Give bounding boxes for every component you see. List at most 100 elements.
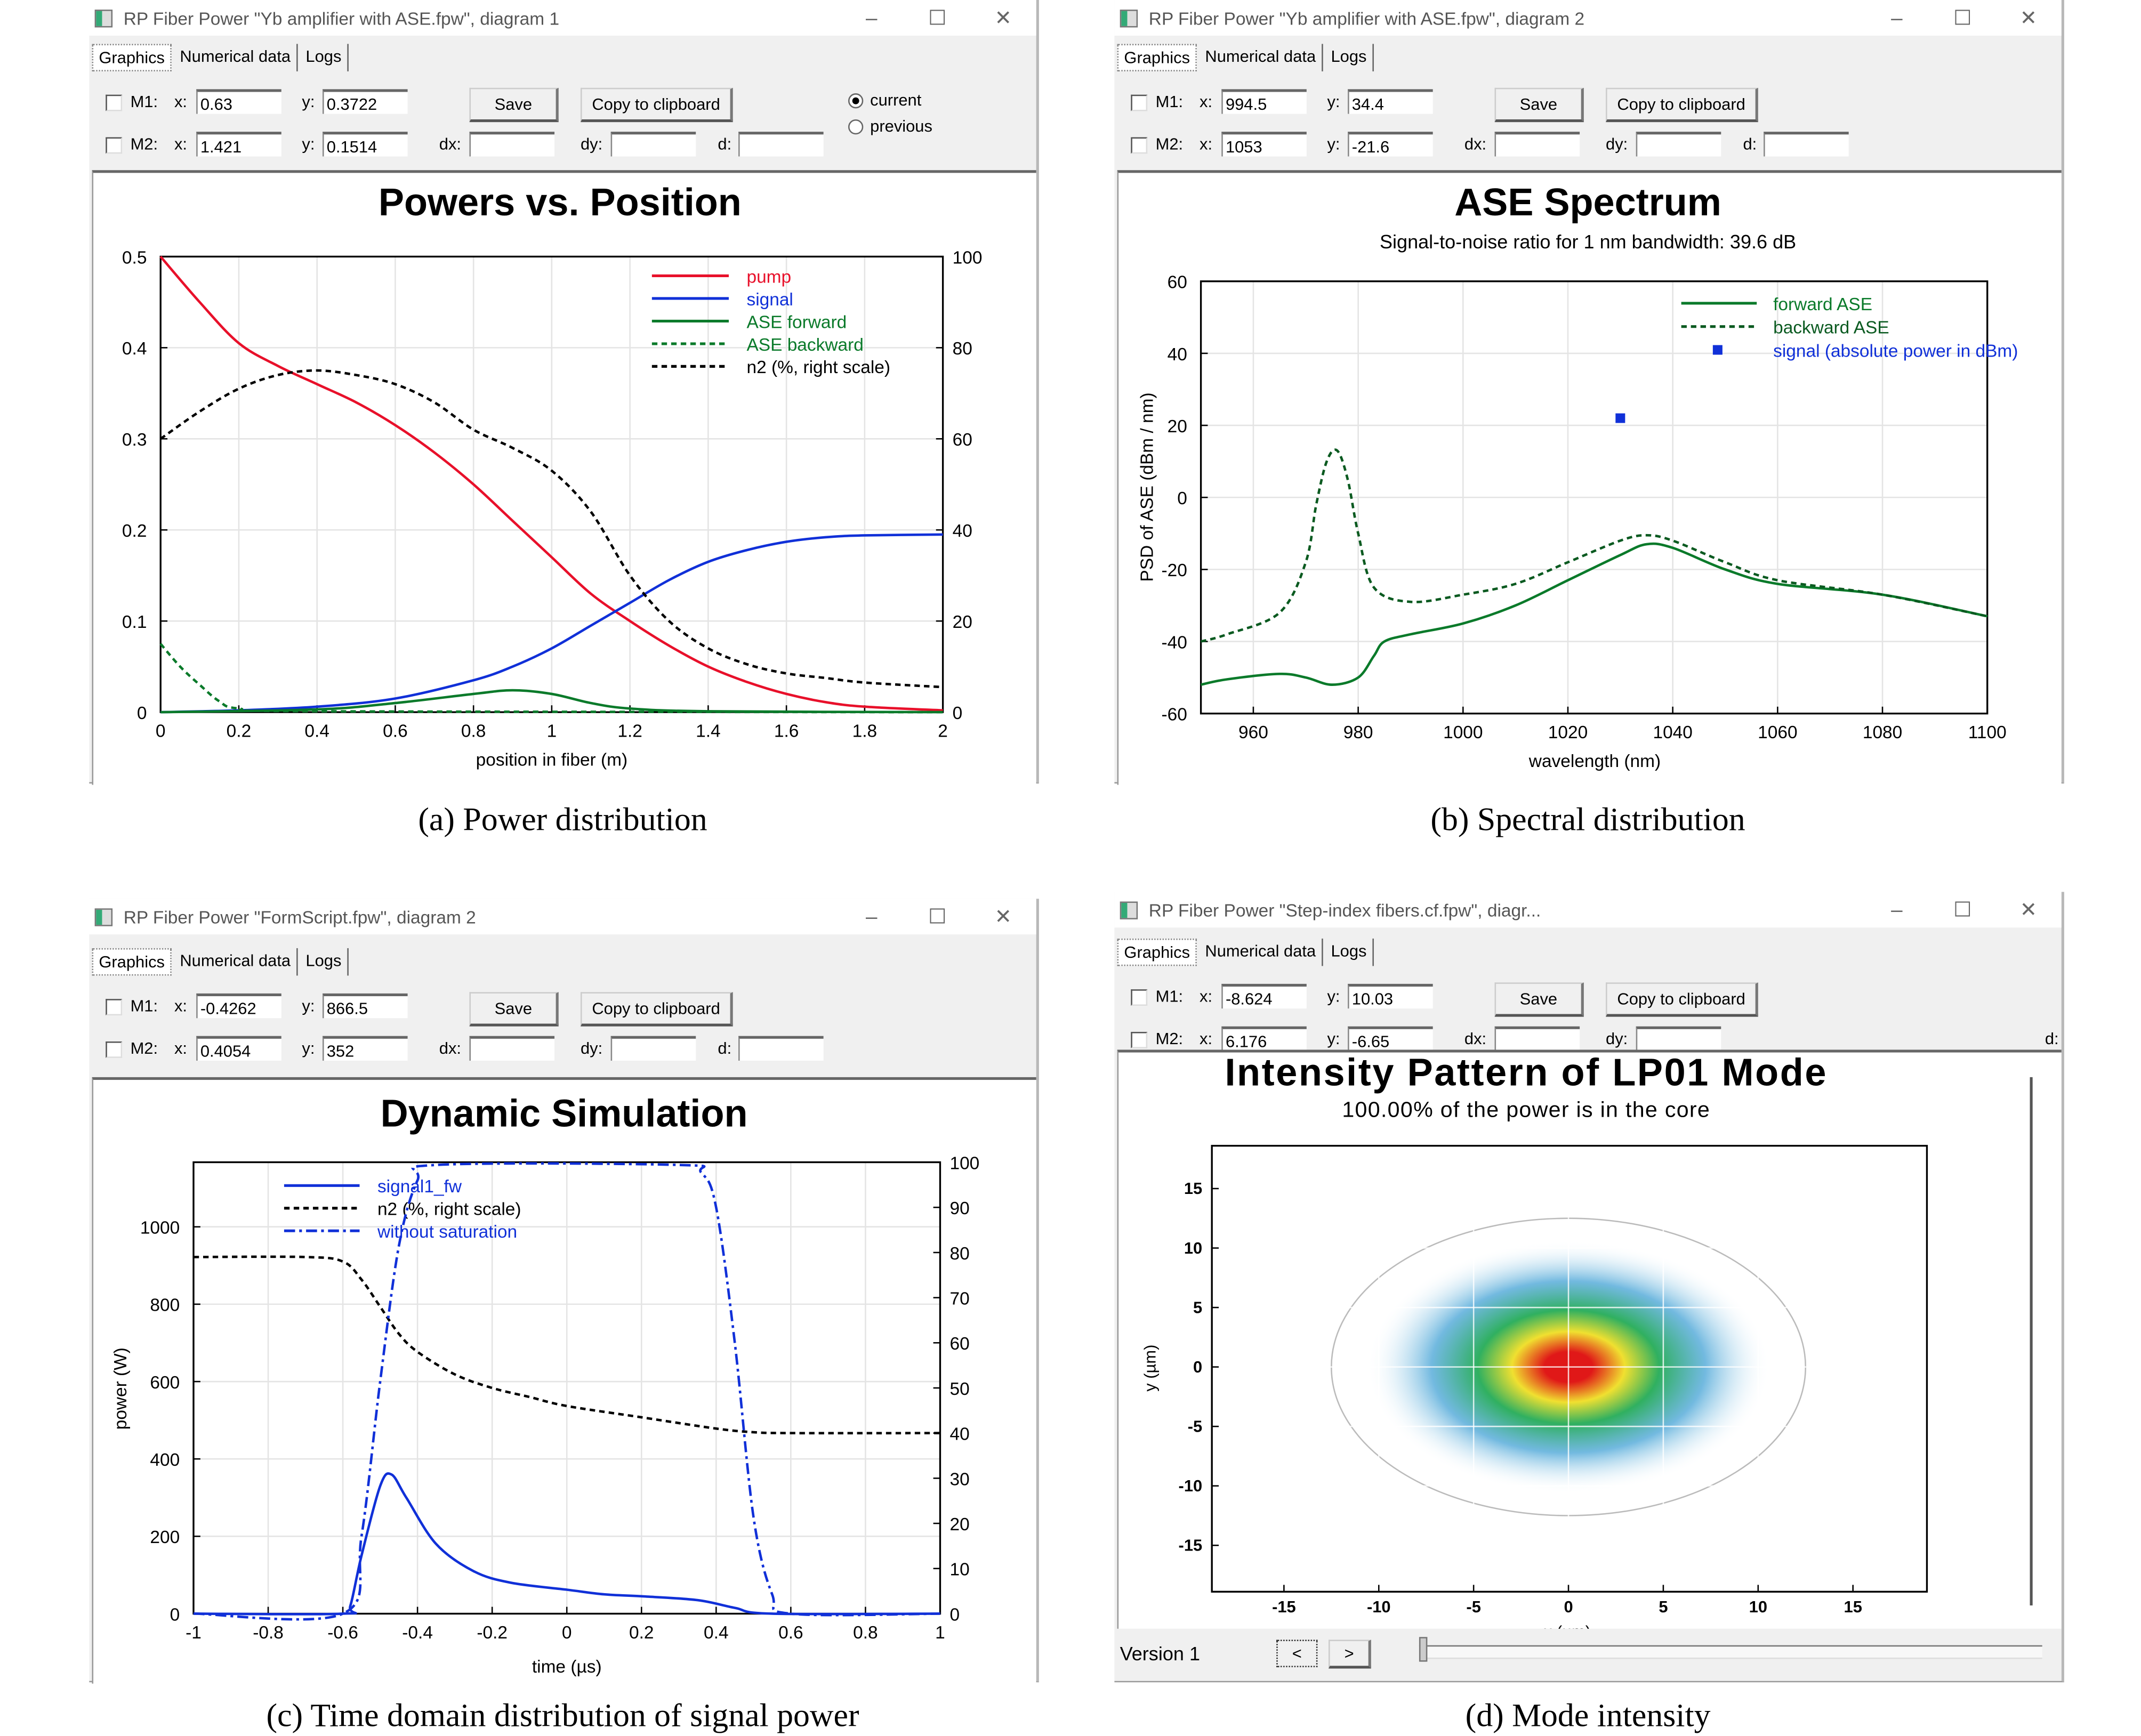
radio-previous-label: previous	[870, 116, 932, 136]
chart-title: Powers vs. Position	[379, 181, 742, 224]
save-button[interactable]: Save	[1494, 87, 1584, 123]
minimize-button[interactable]: –	[866, 6, 878, 30]
legend-label: signal	[746, 290, 793, 310]
dx-input[interactable]	[1494, 132, 1580, 157]
m2-checkbox[interactable]	[106, 137, 123, 154]
tab-bar: Graphics Numerical data Logs	[1117, 44, 1377, 71]
m1-checkbox[interactable]	[1131, 94, 1148, 111]
app-window-4: RP Fiber Power "Step-index fibers.cf.fpw…	[1114, 892, 2064, 1683]
radio-current[interactable]	[848, 93, 864, 109]
tab-numerical-data[interactable]: Numerical data	[1200, 938, 1323, 966]
maximize-button[interactable]: ☐	[928, 906, 947, 929]
legend-label: backward ASE	[1773, 318, 1889, 338]
dy-input[interactable]	[610, 1036, 696, 1061]
copy-to-clipboard-button[interactable]: Copy to clipboard	[580, 992, 733, 1027]
vertical-scrollbar[interactable]	[2030, 1077, 2033, 1606]
series-line-pump	[159, 255, 943, 712]
tab-graphics[interactable]: Graphics	[92, 948, 172, 976]
version-slider[interactable]	[1419, 1645, 2042, 1659]
copy-to-clipboard-button[interactable]: Copy to clipboard	[1606, 982, 1758, 1017]
chart-3: Dynamic Simulation -1 -0.8 -0.6 -0.4 -0.2 0 0.2…	[111, 1093, 979, 1677]
dx-input[interactable]	[1494, 1026, 1580, 1051]
next-version-button[interactable]: >	[1329, 1640, 1371, 1669]
y-tick-label: 800	[150, 1296, 180, 1315]
maximize-button[interactable]: ☐	[928, 6, 947, 30]
x-tick-label: 0.4	[304, 721, 329, 741]
prev-version-button[interactable]: <	[1276, 1640, 1318, 1667]
m2-y-input[interactable]: -6.65	[1348, 1026, 1433, 1051]
m2-label: M2:	[1155, 134, 1184, 154]
tab-numerical-data[interactable]: Numerical data	[1200, 44, 1323, 71]
d-input[interactable]	[1764, 132, 1849, 157]
m2-x-label: x:	[174, 134, 188, 154]
close-button[interactable]: ✕	[994, 906, 1012, 929]
save-button[interactable]: Save	[469, 992, 559, 1027]
m2-x-input[interactable]: 6.176	[1221, 1026, 1307, 1051]
tab-numerical-data[interactable]: Numerical data	[174, 948, 297, 976]
m1-x-input[interactable]: 0.63	[196, 89, 281, 114]
tab-graphics[interactable]: Graphics	[1117, 44, 1197, 71]
tab-logs[interactable]: Logs	[1325, 44, 1374, 71]
dx-input[interactable]	[469, 1036, 555, 1061]
m1-y-input[interactable]: 0.3722	[322, 89, 408, 114]
m1-y-input[interactable]: 10.03	[1348, 983, 1433, 1009]
minimize-button[interactable]: –	[1891, 898, 1903, 922]
dy-input[interactable]	[610, 132, 696, 157]
m2-y-input[interactable]: 0.1514	[322, 132, 408, 157]
maximize-button[interactable]: ☐	[1953, 6, 1972, 30]
close-button[interactable]: ✕	[2019, 899, 2038, 922]
minimize-button[interactable]: –	[866, 905, 878, 928]
y2-tick-label: 60	[949, 1334, 969, 1354]
tab-numerical-data[interactable]: Numerical data	[174, 44, 297, 71]
m2-checkbox[interactable]	[106, 1041, 123, 1058]
copy-to-clipboard-button[interactable]: Copy to clipboard	[1606, 87, 1758, 123]
y2-tick-label: 30	[949, 1469, 969, 1489]
m1-x-label: x:	[1200, 92, 1213, 111]
m2-x-input[interactable]: 1053	[1221, 132, 1307, 157]
plot-frame	[1211, 1144, 1928, 1593]
legend-label: n2 (%, right scale)	[377, 1200, 521, 1220]
x-tick-label: 1	[935, 1623, 945, 1643]
m1-x-input[interactable]: -0.4262	[196, 993, 281, 1019]
minimize-button[interactable]: –	[1891, 6, 1903, 30]
maximize-button[interactable]: ☐	[1953, 899, 1972, 922]
tab-graphics[interactable]: Graphics	[1117, 938, 1197, 966]
close-button[interactable]: ✕	[994, 6, 1012, 30]
m1-checkbox[interactable]	[106, 999, 123, 1016]
m2-checkbox[interactable]	[1131, 137, 1148, 154]
x-tick-label: -0.8	[253, 1623, 284, 1643]
m2-checkbox[interactable]	[1131, 1031, 1148, 1048]
tab-logs[interactable]: Logs	[1325, 938, 1374, 966]
m1-x-input[interactable]: -8.624	[1221, 983, 1307, 1009]
radio-previous[interactable]	[848, 119, 864, 135]
x-tick-label: 0.2	[629, 1623, 654, 1643]
y-tick-label: 200	[150, 1528, 180, 1547]
tab-logs[interactable]: Logs	[300, 44, 349, 71]
save-button[interactable]: Save	[469, 87, 559, 123]
d-input[interactable]	[738, 1036, 824, 1061]
m1-y-input[interactable]: 866.5	[322, 993, 408, 1019]
series-line-signal1_fw	[193, 1472, 940, 1616]
m2-x-input[interactable]: 0.4054	[196, 1036, 281, 1061]
m2-y-input[interactable]: -21.6	[1348, 132, 1433, 157]
tab-logs[interactable]: Logs	[300, 948, 349, 976]
m1-x-input[interactable]: 994.5	[1221, 89, 1307, 114]
save-button[interactable]: Save	[1494, 982, 1584, 1017]
y-tick-label: 40	[1168, 345, 1187, 365]
m2-y-input[interactable]: 352	[322, 1036, 408, 1061]
m1-y-input[interactable]: 34.4	[1348, 89, 1433, 114]
version-slider-thumb[interactable]	[1419, 1637, 1428, 1662]
dx-input[interactable]	[469, 132, 555, 157]
x-tick-label: 0	[1564, 1597, 1573, 1616]
window-title: RP Fiber Power "Yb amplifier with ASE.fp…	[1148, 7, 1585, 28]
dy-input[interactable]	[1636, 1026, 1721, 1051]
d-label: d:	[1743, 134, 1757, 154]
m1-checkbox[interactable]	[1131, 989, 1148, 1006]
tab-graphics[interactable]: Graphics	[92, 44, 172, 71]
close-button[interactable]: ✕	[2019, 6, 2038, 30]
d-input[interactable]	[738, 132, 824, 157]
dy-input[interactable]	[1636, 132, 1721, 157]
m1-checkbox[interactable]	[106, 94, 123, 111]
copy-to-clipboard-button[interactable]: Copy to clipboard	[580, 87, 733, 123]
m2-x-input[interactable]: 1.421	[196, 132, 281, 157]
